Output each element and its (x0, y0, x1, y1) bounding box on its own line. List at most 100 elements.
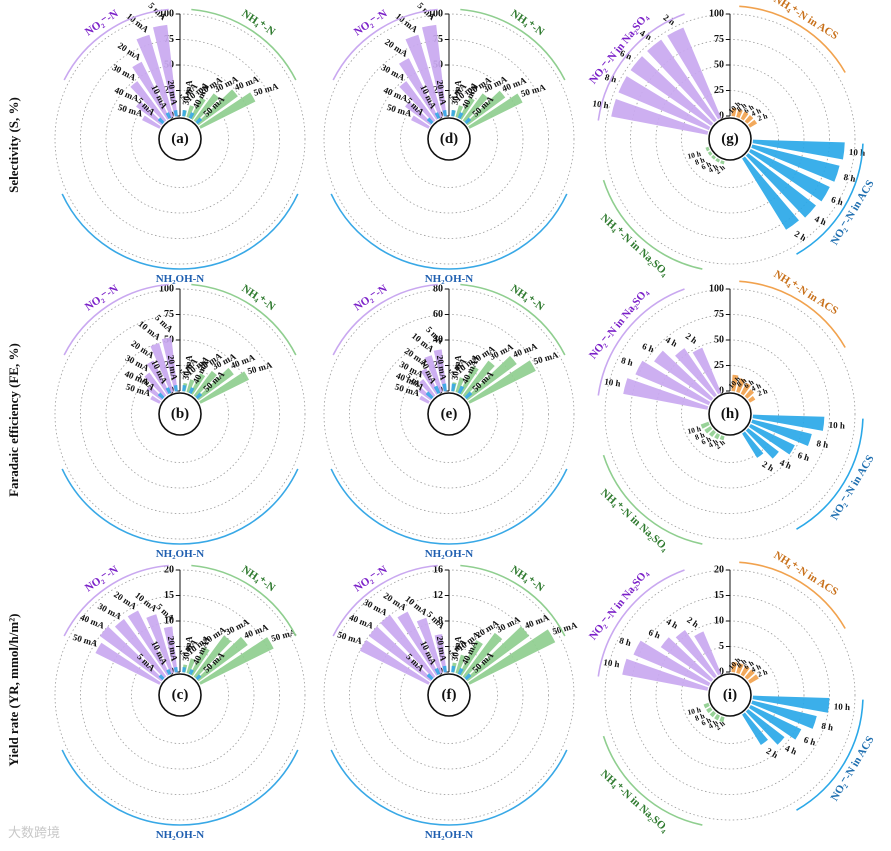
panel-g-bar (647, 39, 717, 123)
panel-c-bar (188, 669, 194, 676)
panel-h-tick-label: 100 (709, 284, 724, 295)
panel-i-group-arc (796, 699, 864, 811)
panel-d-bar (457, 112, 464, 120)
panel-d-bar (468, 93, 523, 129)
panel-c-bar (173, 667, 178, 673)
panel-f-category-label: 40 mA (523, 612, 551, 631)
panel-g-bar (667, 27, 722, 120)
panel-i-tick-label: 20 (714, 565, 724, 576)
panel-b-tick-label: 75 (164, 309, 174, 320)
panel-b-category-label: 30 mA (180, 354, 194, 381)
panel-d-bar (426, 117, 434, 125)
panel-h-category-label: 4 h (664, 334, 679, 348)
panel-a-bar (188, 112, 195, 120)
panel-g-group-name: NO₂⁻-N in ACS (829, 178, 877, 247)
panel-c-tick-label: 20 (164, 565, 174, 576)
panel-g-bar (740, 111, 749, 121)
panel-c-tick-label: 10 (164, 616, 174, 627)
panel-f-bar (455, 654, 466, 674)
panel-d-bar (465, 90, 506, 126)
panel-e-bar (457, 385, 465, 395)
panel-c-group-name: NH₄⁺-N (240, 564, 278, 595)
panel-e-bar (468, 360, 536, 404)
panel-c-category-label: 50 mA (270, 627, 298, 644)
panel-a-bar (193, 93, 220, 123)
panel-c-bar (99, 626, 164, 682)
panel-f-bar (434, 634, 447, 673)
panel-g-category-label: 4 h (750, 106, 763, 119)
panel-i-group-arc (602, 735, 703, 826)
panel-b-bar (150, 343, 174, 393)
panel-f-group-name: NH₄⁺-N (509, 564, 547, 595)
panel-g-bar (752, 139, 845, 160)
panel-i-bar (748, 674, 759, 684)
panel-g-category-label: 2 h (662, 12, 677, 27)
panel-e-bar (433, 385, 441, 395)
panel-i-bar (633, 640, 711, 687)
panel-b-bar (150, 395, 161, 404)
panel-d-bar (405, 101, 433, 126)
panel-h-bar (751, 419, 812, 446)
panel-i-category-label: 2 h (765, 746, 780, 761)
panel-i-category-label: 4 h (783, 743, 798, 757)
panel-a-bar (136, 101, 164, 126)
panel-c-bar (146, 614, 174, 674)
panel-a-bar (132, 61, 170, 120)
panel-c-bar (114, 619, 167, 679)
panel-e-bar (424, 355, 443, 393)
panel-e-category-label: 50 mA (532, 350, 560, 367)
panel-h-group-arc (602, 454, 703, 545)
panel-g-tick-label: 75 (714, 34, 724, 45)
panel-d-bar (451, 110, 456, 117)
panel-h-bar (635, 360, 711, 406)
panel-e-tick-label: 60 (433, 309, 443, 320)
panel-c-bar (182, 667, 187, 673)
panel-d-panel-label: (d) (440, 131, 458, 147)
panel-d-group-arc (330, 193, 568, 270)
panel-f-panel-label: (f) (442, 687, 457, 703)
panel-f-category-label: 40 mA (348, 612, 376, 631)
panel-c-bar (193, 635, 232, 679)
panel-i-category-label: 6 h (647, 627, 662, 641)
panel-a-category-label: 30 mA (111, 62, 138, 83)
panel-a-group-name: NH₄⁺-N (240, 8, 278, 39)
panel-g-bar (748, 119, 758, 128)
panel-i-bar (694, 631, 722, 676)
panel-b-bar (196, 367, 234, 401)
panel-i-group-name: NH₄⁺-N in ACS (772, 549, 841, 598)
panel-h-category-label: 2 h (684, 331, 699, 346)
panel-h-category-label: 10 h (687, 424, 703, 436)
panel-g-category-label: 8 h (843, 172, 856, 184)
panel-i-tick-label: 0 (719, 667, 724, 678)
panel-f-tick-label: 12 (433, 590, 443, 601)
panel-g-tick-label: 25 (714, 85, 724, 96)
panel-h-bar (744, 389, 755, 399)
panel-i-category-label: 2 h (685, 615, 700, 630)
panel-i-bar (751, 700, 817, 729)
panel-h-group-arc (796, 418, 864, 530)
panel-b-group-arc (191, 283, 297, 356)
panel-g-bar (630, 56, 714, 126)
panel-b-bar (199, 371, 250, 404)
panel-h-bar (623, 378, 709, 410)
panel-h-panel-label: (h) (721, 406, 739, 422)
panel-f-tick-label: 8 (438, 616, 443, 627)
panel-e-bar (420, 368, 439, 395)
panel-h-bar (719, 435, 725, 441)
panel-h-bar (752, 414, 825, 431)
panel-e-bar (464, 391, 473, 400)
panel-g-bar (715, 158, 721, 163)
panel-d-group-arc (332, 8, 438, 81)
panel-a-group-arc (191, 8, 297, 81)
panel-f-bar (359, 639, 430, 685)
panel-a-bar (136, 34, 174, 118)
panel-h-bar (745, 428, 779, 459)
panel-f-bar (459, 640, 483, 676)
panel-i-category-label: 4 h (750, 662, 763, 675)
panel-g-bar (720, 160, 725, 165)
panel-g-bar (705, 146, 710, 152)
panel-h-bar (675, 348, 717, 398)
panel-f-bar (368, 626, 433, 682)
panel-i-bar (719, 716, 725, 723)
